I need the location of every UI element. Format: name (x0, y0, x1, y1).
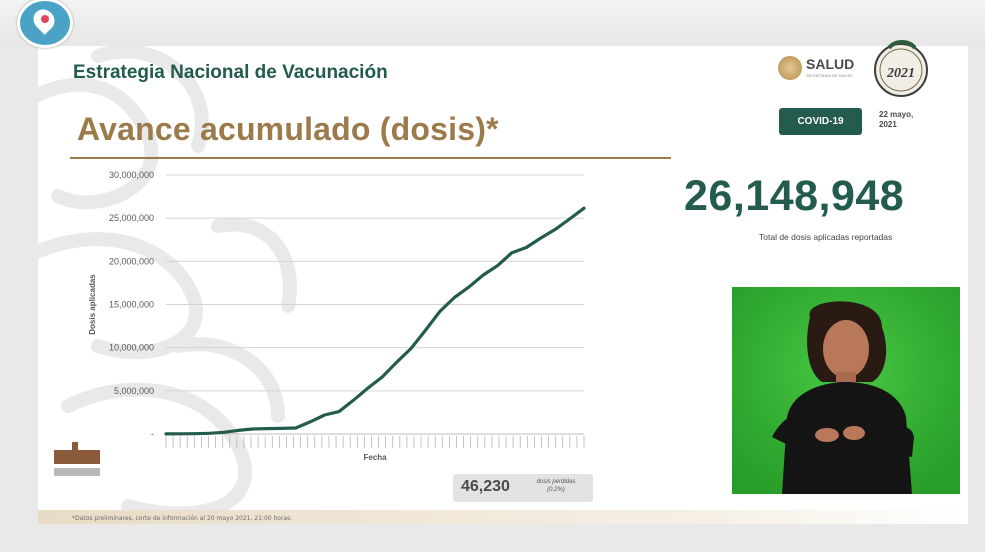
data-point (165, 433, 167, 435)
y-tick-label: 25,000,000 (109, 213, 154, 223)
title-divider (70, 157, 671, 159)
covid-badge: COVID-19 (779, 108, 862, 135)
data-point (525, 246, 528, 249)
bottom-strip (38, 510, 968, 524)
lost-doses-value: 46,230 (461, 478, 510, 495)
decorative-pattern (38, 46, 297, 521)
data-point (424, 329, 427, 332)
mexico-logo-year: 2021 (886, 66, 915, 81)
y-tick-label: 20,000,000 (109, 256, 154, 266)
data-point (280, 427, 283, 430)
total-doses-value: 26,148,948 (684, 172, 905, 220)
y-tick-label: 30,000,000 (109, 170, 154, 180)
data-point (554, 228, 556, 231)
periscope-icon[interactable] (17, 0, 73, 48)
data-point (194, 432, 196, 435)
sign-language-interpreter-video (732, 287, 960, 494)
seal-icon (778, 56, 802, 80)
data-point (208, 432, 211, 435)
data-point (251, 428, 254, 430)
lost-doses-label-line2: (0.2%) (547, 487, 565, 493)
y-tick-label: - (151, 429, 154, 439)
data-point (237, 429, 239, 432)
mexico-2021-logo: 2021 (874, 40, 928, 97)
data-point (496, 264, 499, 267)
data-point (338, 410, 340, 413)
data-point (467, 286, 470, 289)
y-axis-label: Dosis aplicadas (88, 274, 97, 335)
y-tick-label: 10,000,000 (109, 343, 154, 353)
data-point (583, 207, 585, 210)
data-point (453, 296, 456, 299)
data-point (539, 237, 542, 239)
stream-top-bar (0, 0, 985, 46)
footnote: *Datos preliminares, corte de informació… (72, 515, 293, 522)
data-point (568, 218, 571, 220)
lost-doses-label-line1: dosis perdidas (536, 479, 576, 485)
doses-line-chart: 30,000,000 25,000,000 20,000,000 15,000,000… (88, 170, 586, 462)
x-axis-label: Fecha (363, 453, 387, 462)
data-point (366, 387, 369, 390)
data-point (323, 414, 326, 416)
y-tick-label: 15,000,000 (109, 300, 154, 310)
series-line (164, 206, 586, 436)
report-date-line1: 22 mayo, (879, 110, 914, 119)
report-date: 22 mayo, 2021 (879, 110, 939, 130)
lost-doses-box: 46,230 dosis perdidas (0.2%) (453, 474, 593, 502)
periscope-dot (41, 15, 49, 23)
report-date-line2: 2021 (879, 120, 897, 129)
total-doses-caption: Total de dosis aplicadas reportadas (759, 232, 893, 242)
data-point (222, 431, 225, 434)
data-point (309, 421, 311, 423)
data-point (352, 399, 355, 402)
data-point (395, 361, 398, 364)
page-subtitle: Avance acumulado (dosis)* (77, 111, 499, 147)
data-point (266, 427, 268, 430)
data-point (410, 347, 412, 350)
data-point (381, 376, 384, 378)
data-point (439, 310, 441, 313)
data-point (179, 433, 182, 435)
data-point (511, 251, 513, 254)
data-point (482, 274, 484, 276)
gobierno-mexico-logo (54, 442, 100, 476)
salud-logo-text: SALUD (806, 56, 855, 72)
lost-doses-label: dosis perdidas (0.2%) (533, 478, 579, 494)
y-tick-label: 5,000,000 (114, 386, 154, 396)
salud-logo-subtext: SECRETARÍA DE SALUD (806, 73, 853, 78)
page-title: Estrategia Nacional de Vacunación (73, 62, 388, 83)
data-point (294, 427, 297, 429)
